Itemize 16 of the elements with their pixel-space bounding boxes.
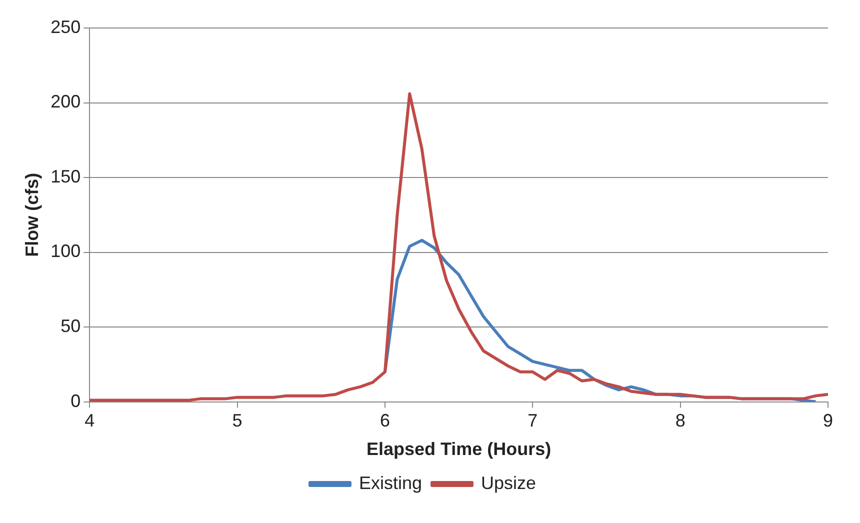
y-tick-label: 150	[50, 166, 81, 186]
y-tick-label: 200	[50, 92, 81, 112]
x-tick-label: 4	[84, 410, 95, 431]
y-tick-label: 0	[70, 390, 81, 411]
legend-label: Existing	[358, 472, 422, 493]
y-tick-label: 50	[60, 316, 81, 336]
x-tick-label: 9	[822, 410, 834, 431]
x-tick-label: 8	[675, 410, 686, 431]
y-tick-label: 100	[50, 241, 81, 262]
x-tick-label: 6	[380, 410, 390, 431]
x-axis-title: Elapsed Time (Hours)	[366, 439, 552, 460]
legend-label: Upsize	[481, 472, 536, 493]
x-tick-label: 5	[232, 410, 242, 431]
y-tick-label: 250	[50, 16, 81, 37]
x-tick-label: 7	[528, 410, 538, 431]
y-axis-title: Flow (cfs)	[22, 172, 42, 257]
